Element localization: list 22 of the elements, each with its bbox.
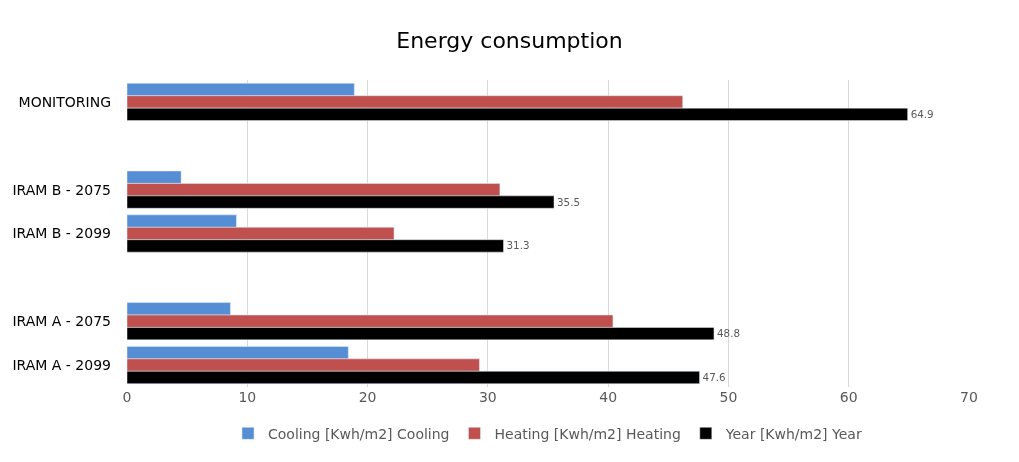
data-label: 47.6 [702, 370, 726, 383]
y-tick-label: IRAM A - 2099 [12, 356, 111, 373]
data-label: 64.9 [910, 107, 934, 120]
x-tick-label: 60 [839, 389, 858, 405]
data-label: 31.3 [506, 239, 530, 252]
x-tick-label: 50 [719, 389, 738, 405]
y-tick-label: MONITORING [18, 93, 111, 110]
data-label: 35.5 [557, 195, 581, 208]
x-tick-label: 40 [599, 389, 618, 405]
x-tick-label: 70 [960, 389, 978, 405]
data-label: 48.8 [717, 327, 741, 340]
x-tick-label: 20 [358, 389, 377, 405]
x-tick-label: 0 [122, 389, 132, 405]
legend-label: Heating [Kwh/m2] Heating [494, 425, 681, 442]
y-tick-label: IRAM B - 2075 [12, 181, 111, 198]
y-tick-label: IRAM B - 2099 [12, 225, 111, 242]
y-tick-label: IRAM A - 2075 [12, 313, 111, 330]
x-tick-label: 10 [238, 389, 257, 405]
chart-title: Energy consumption [396, 27, 623, 53]
legend-label: Year [Kwh/m2] Year [724, 425, 862, 442]
x-tick-label: 30 [478, 389, 497, 405]
legend-label: Cooling [Kwh/m2] Cooling [268, 425, 450, 442]
